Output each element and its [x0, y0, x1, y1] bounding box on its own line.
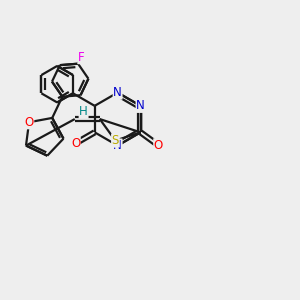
- Text: S: S: [112, 134, 119, 147]
- Text: O: O: [71, 137, 80, 150]
- Text: N: N: [113, 86, 122, 99]
- Text: O: O: [24, 116, 34, 129]
- Text: O: O: [154, 139, 163, 152]
- Text: H: H: [79, 105, 88, 118]
- Text: N: N: [136, 99, 145, 112]
- Text: F: F: [78, 51, 85, 64]
- Text: N: N: [113, 139, 122, 152]
